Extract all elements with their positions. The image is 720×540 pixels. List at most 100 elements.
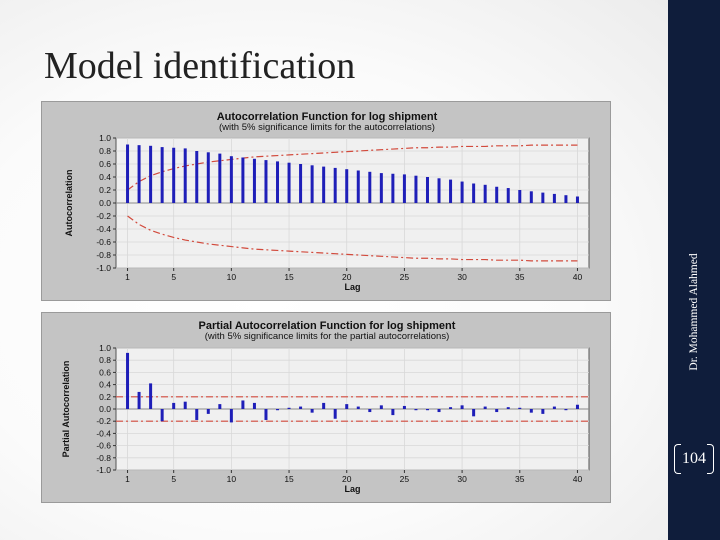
pacf-xtick-label-3: 15 [284, 474, 294, 484]
side-bar [668, 0, 720, 540]
pacf-chart: 1.00.80.60.40.20.0-0.2-0.4-0.6-0.8-1.01 5… [42, 313, 610, 502]
pacf-bar-lag-26 [414, 409, 418, 411]
acf-ytick-label-10: -1.0 [96, 263, 111, 273]
acf-bar-lag-6 [183, 148, 187, 203]
acf-bar-lag-24 [391, 173, 395, 203]
acf-bar-lag-16 [299, 164, 303, 203]
pacf-bar-lag-1 [126, 352, 130, 409]
pacf-ytick-label-4: 0.2 [99, 392, 111, 402]
acf-upper-limit [127, 144, 578, 191]
pacf-bar-lag-33 [495, 409, 499, 413]
acf-bar-lag-8 [206, 152, 210, 203]
acf-bar-lag-38 [552, 193, 556, 203]
pacf-bar-lag-36 [529, 409, 533, 413]
pacf-bar-lag-17 [310, 409, 314, 413]
pacf-bar-lag-14 [276, 409, 280, 411]
pacf-bar-lag-11 [241, 400, 245, 409]
acf-ytick-label-7: -0.4 [96, 224, 111, 234]
pacf-xtick-label-5: 25 [400, 474, 410, 484]
acf-ytick-label-2: 0.6 [99, 159, 111, 169]
author-label: Dr. Mohammed Alahmed [688, 253, 700, 371]
acf-bar-lag-1 [126, 144, 130, 203]
acf-bar-lag-18 [322, 166, 326, 203]
acf-xtick-label-5: 25 [400, 272, 410, 282]
pacf-xlabel: Lag [344, 484, 360, 494]
acf-bar-lag-39 [564, 195, 568, 203]
pacf-bar-lag-5 [172, 402, 176, 409]
pacf-title: Partial Autocorrelation Function for log… [199, 320, 456, 332]
acf-ytick-label-3: 0.4 [99, 172, 111, 182]
pacf-bar-lag-25 [402, 405, 406, 409]
acf-bar-lag-28 [437, 178, 441, 203]
acf-bar-lag-17 [310, 165, 314, 203]
acf-xtick-label-3: 15 [284, 272, 294, 282]
slide-title: Model identification [44, 45, 356, 87]
acf-chart: 1.00.80.60.40.20.0-0.2-0.4-0.6-0.8-1.01 5… [42, 102, 610, 300]
pacf-bar-lag-3 [149, 383, 153, 409]
acf-bar-lag-26 [414, 175, 418, 203]
pacf-bar-lag-23 [379, 405, 383, 409]
acf-bar-lag-12 [252, 158, 256, 203]
acf-bar-lag-34 [506, 188, 510, 203]
acf-lower-limit [127, 215, 578, 262]
pacf-ytick-label-3: 0.4 [99, 380, 111, 390]
acf-ytick-label-0: 1.0 [99, 133, 111, 143]
pacf-xtick-label-1: 5 [171, 474, 176, 484]
acf-bar-lag-3 [149, 145, 153, 203]
acf-bar-lag-35 [518, 190, 522, 203]
acf-bar-lag-11 [241, 157, 245, 203]
pacf-ytick-label-9: -0.8 [96, 453, 111, 463]
acf-bar-lag-13 [264, 160, 268, 203]
acf-bar-lag-14 [276, 161, 280, 203]
pacf-bar-lag-37 [541, 409, 545, 414]
acf-bar-lag-19 [333, 167, 337, 203]
acf-ytick-label-9: -0.8 [96, 250, 111, 260]
acf-bar-lag-9 [218, 153, 222, 203]
acf-bar-lag-37 [541, 192, 545, 203]
pacf-bar-lag-35 [518, 407, 522, 409]
pacf-xtick-label-8: 40 [573, 474, 583, 484]
pacf-bar-lag-12 [252, 402, 256, 409]
pacf-bar-lag-6 [183, 401, 187, 409]
pacf-bar-lag-31 [472, 409, 476, 417]
page-number: 104 [674, 444, 714, 474]
acf-bar-lag-20 [345, 169, 349, 203]
pacf-bar-lag-40 [575, 404, 579, 409]
acf-xtick-label-6: 30 [457, 272, 467, 282]
acf-ytick-label-4: 0.2 [99, 185, 111, 195]
pacf-bar-lag-9 [218, 404, 222, 409]
acf-bar-lag-31 [472, 183, 476, 203]
pacf-ytick-label-0: 1.0 [99, 343, 111, 353]
acf-bar-lag-36 [529, 191, 533, 203]
pacf-ytick-label-5: 0.0 [99, 404, 111, 414]
pacf-ytick-label-7: -0.4 [96, 428, 111, 438]
pacf-ytick-label-8: -0.6 [96, 441, 111, 451]
pacf-bar-lag-10 [229, 409, 233, 423]
acf-xtick-label-8: 40 [573, 272, 583, 282]
pacf-bar-lag-32 [483, 406, 487, 409]
pacf-bar-lag-30 [460, 405, 464, 409]
acf-ytick-label-1: 0.8 [99, 146, 111, 156]
pacf-bar-lag-4 [160, 409, 164, 422]
pacf-bar-lag-13 [264, 409, 268, 420]
acf-title: Autocorrelation Function for log shipmen… [217, 111, 438, 123]
acf-ytick-label-6: -0.2 [96, 211, 111, 221]
pacf-bar-lag-8 [206, 409, 210, 414]
pacf-bar-lag-21 [356, 406, 360, 409]
acf-bar-lag-22 [368, 171, 372, 203]
pacf-bar-lag-38 [552, 406, 556, 409]
acf-xlabel: Lag [344, 282, 360, 292]
pacf-ytick-label-6: -0.2 [96, 416, 111, 426]
acf-bar-lag-2 [137, 145, 141, 203]
pacf-bar-lag-16 [299, 406, 303, 409]
pacf-bar-lag-19 [333, 409, 337, 419]
pacf-ytick-label-1: 0.8 [99, 355, 111, 365]
pacf-ytick-label-2: 0.6 [99, 367, 111, 377]
pacf-bar-lag-22 [368, 409, 372, 413]
acf-bar-lag-25 [402, 174, 406, 203]
acf-subtitle: (with 5% significance limits for the aut… [219, 122, 435, 133]
acf-ylabel: Autocorrelation [64, 169, 74, 236]
pacf-bar-lag-7 [195, 409, 199, 420]
acf-ytick-label-5: 0.0 [99, 198, 111, 208]
acf-bar-lag-15 [287, 162, 291, 203]
